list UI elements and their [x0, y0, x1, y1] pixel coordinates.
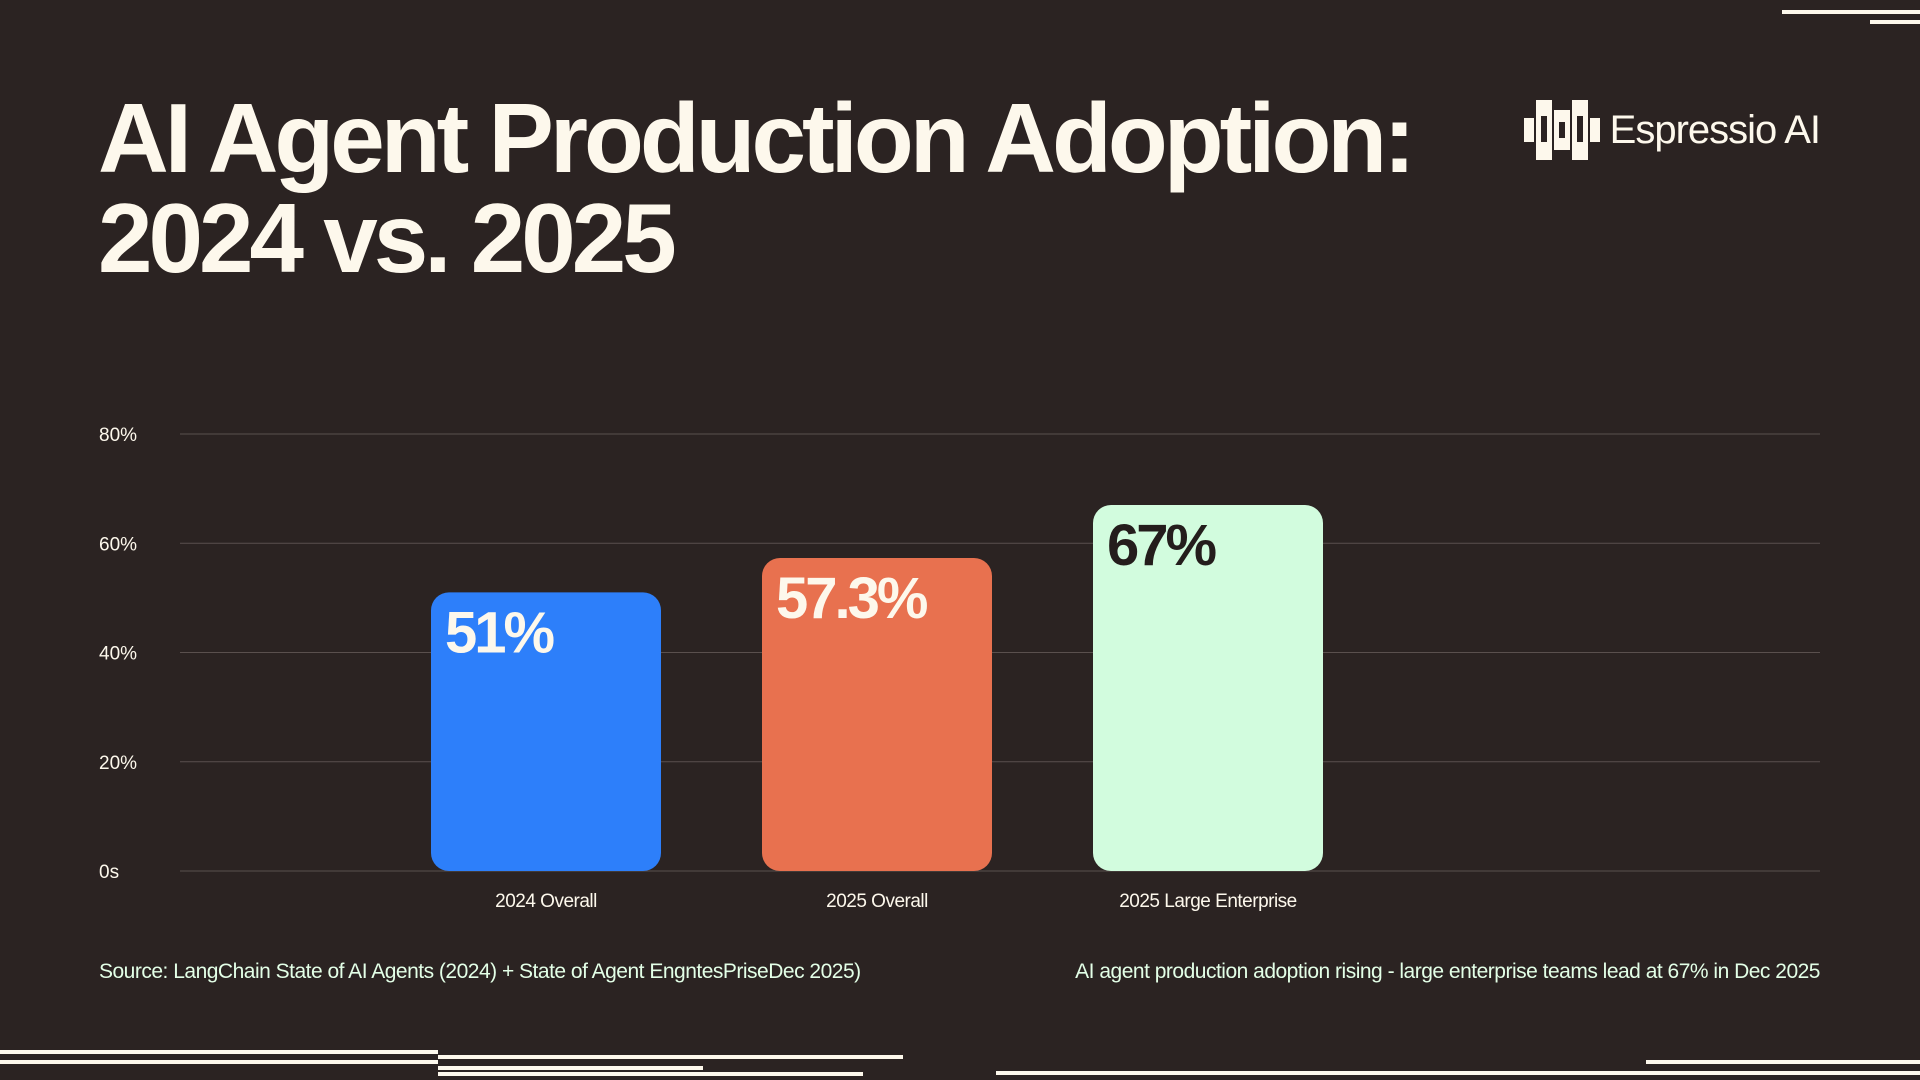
decor-line [1646, 1060, 1920, 1064]
bar [431, 592, 661, 871]
bar [1093, 505, 1323, 871]
y-tick-label: 60% [99, 534, 137, 555]
x-tick-label: 2025 Overall [826, 891, 928, 912]
data-label: 51% [445, 600, 555, 665]
decor-line [0, 1060, 438, 1064]
y-tick-label: 80% [99, 425, 137, 446]
page-title: AI Agent Production Adoption: 2024 vs. 2… [98, 88, 1416, 288]
title-line-1: AI Agent Production Adoption: [98, 83, 1416, 193]
brand-logo: Espressio AI [1523, 100, 1821, 160]
decor-line [1870, 20, 1920, 24]
source-note: Source: LangChain State of AI Agents (20… [99, 960, 861, 983]
decor-line [438, 1055, 903, 1059]
y-tick-label: 40% [99, 644, 137, 665]
decor-line [438, 1066, 703, 1070]
brand-name: Espressio AI [1609, 107, 1821, 152]
data-label: 57.3% [776, 566, 928, 631]
summary-note: AI agent production adoption rising - la… [1075, 960, 1820, 983]
x-tick-label: 2024 Overall [495, 891, 597, 912]
espressio-logo-icon [1523, 100, 1600, 160]
decor-line [0, 1050, 438, 1054]
y-tick-label: 0s [99, 862, 119, 883]
decor-line [438, 1072, 863, 1076]
decor-line [996, 1071, 1920, 1075]
title-line-2: 2024 vs. 2025 [98, 183, 677, 293]
data-label: 67% [1107, 513, 1217, 578]
decor-line [1782, 10, 1920, 14]
bar [762, 557, 992, 871]
y-tick-label: 20% [99, 753, 137, 774]
x-tick-label: 2025 Large Enterprise [1119, 891, 1297, 912]
